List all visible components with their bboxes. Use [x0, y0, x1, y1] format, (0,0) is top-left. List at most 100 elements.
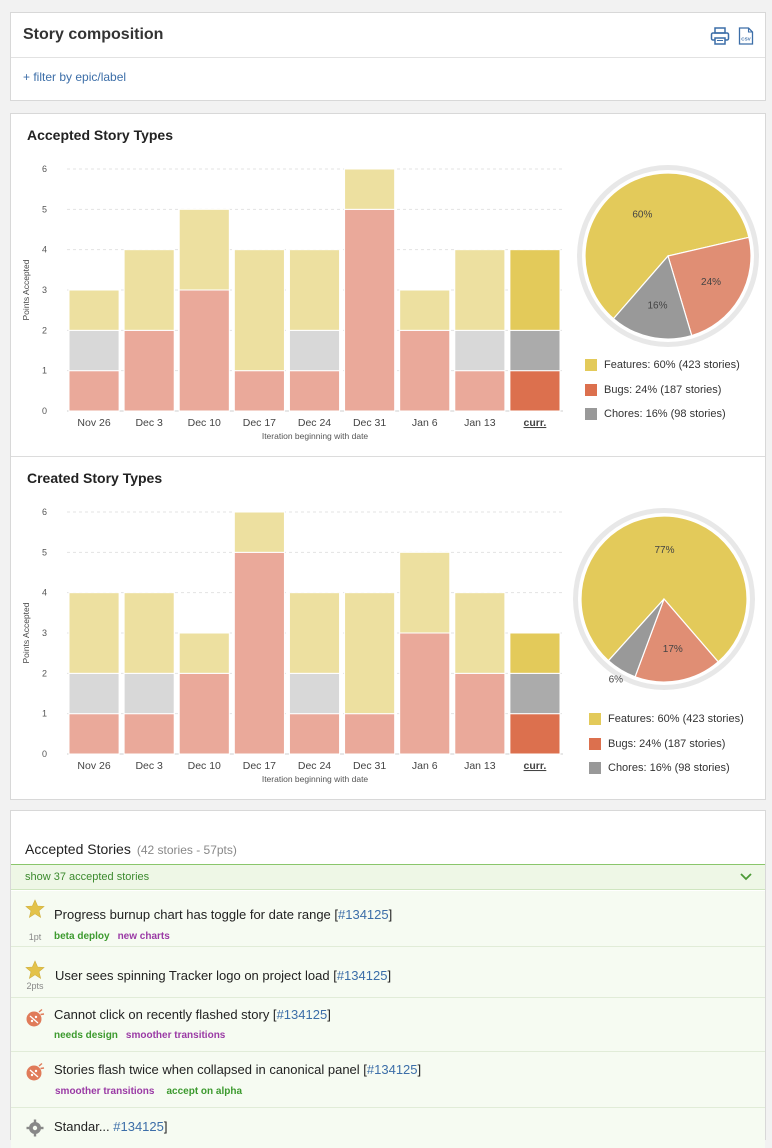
y-tick-label: 5 — [42, 204, 47, 214]
feature-bar-segment — [344, 592, 396, 715]
legend-item-features: Features: 60% (423 stories) — [585, 353, 740, 378]
stories-count: (42 stories - 57pts) — [136, 843, 237, 857]
story-labels: needs design smoother transitions — [54, 1030, 233, 1041]
pie-slice-label: 24% — [701, 277, 721, 288]
label-tag[interactable]: accept on alpha — [166, 1086, 243, 1097]
bug-bar-segment — [454, 672, 506, 755]
legend-label: Features: 60% (423 stories) — [608, 713, 744, 726]
pie-slice-bugs — [667, 236, 752, 337]
x-tick-label: Dec 10 — [188, 417, 221, 429]
x-tick-label: Dec 31 — [353, 760, 386, 772]
x-tick-label: Jan 6 — [412, 417, 438, 429]
bug-icon — [26, 1008, 45, 1027]
y-tick-label: 6 — [42, 164, 47, 174]
legend-item-bugs: Bugs: 24% (187 stories) — [589, 732, 744, 757]
feature-bar-segment — [123, 249, 175, 331]
story-title: Standar... #134125] — [54, 1119, 168, 1134]
show-stories-label: show 37 accepted stories — [25, 871, 150, 883]
feature-bar-segment — [123, 592, 175, 674]
page-title: Story composition — [23, 26, 164, 43]
legend-item-chores: Chores: 16% (98 stories) — [589, 756, 744, 781]
label-tag[interactable]: needs design — [54, 1030, 118, 1041]
accepted-chart-title: Accepted Story Types — [27, 127, 174, 143]
pie-slice-label: 6% — [609, 675, 624, 686]
bug-bar-segment — [344, 208, 396, 412]
accepted-stories-heading: Accepted Stories (42 stories - 57pts) — [25, 841, 237, 857]
features-swatch — [589, 713, 601, 726]
label-tag[interactable]: smoother transitions — [125, 1030, 226, 1041]
stories-title: Accepted Stories — [25, 841, 131, 857]
story-id-link[interactable]: #134125 — [366, 1062, 418, 1077]
feature-bar-segment — [399, 289, 451, 331]
show-accepted-stories-toggle[interactable]: show 37 accepted stories — [11, 864, 765, 890]
x-tick-label: Dec 3 — [135, 760, 163, 772]
x-axis-label: Iteration beginning with date — [262, 431, 369, 441]
filter-by-epic-link[interactable]: + filter by epic/label — [23, 70, 127, 84]
accepted-pie-legend: Features: 60% (423 stories) Bugs: 24% (1… — [585, 353, 740, 427]
story-row[interactable]: 1pt Progress burnup chart has toggle for… — [11, 891, 765, 947]
label-tag[interactable]: new charts — [117, 931, 170, 942]
y-tick-label: 2 — [42, 668, 47, 678]
y-tick-label: 2 — [42, 325, 47, 335]
story-id-link[interactable]: #134125 — [113, 1119, 164, 1134]
accepted-pie-chart: 60% 24% 16% — [577, 165, 759, 347]
star-icon — [25, 960, 45, 979]
story-row[interactable]: 2pts User sees spinning Tracker logo on … — [11, 947, 765, 998]
feature-bar-segment — [454, 592, 506, 674]
y-tick-label: 4 — [42, 245, 47, 255]
story-labels: beta deploy new charts — [54, 931, 178, 942]
y-tick-label: 0 — [42, 406, 47, 416]
feature-bar-segment — [233, 511, 285, 553]
chores-swatch — [585, 408, 597, 421]
bug-bar-segment — [509, 370, 561, 412]
chore-bar-segment — [288, 672, 341, 715]
pie-slice-label: 16% — [647, 301, 667, 312]
feature-bar-segment — [178, 632, 230, 674]
x-tick-label: Dec 17 — [243, 760, 276, 772]
pie-slice-chores — [612, 254, 693, 340]
feature-bar-segment — [178, 208, 230, 291]
pie-slice-label: 17% — [663, 644, 683, 655]
feature-bar-segment — [233, 249, 285, 372]
chore-bar-segment — [509, 329, 561, 372]
csv-icon-text: CSV — [741, 37, 751, 42]
csv-icon[interactable]: CSV — [738, 27, 754, 45]
story-points: 2pts — [26, 981, 44, 991]
x-tick-label: Dec 24 — [298, 760, 331, 772]
story-title: User sees spinning Tracker logo on proje… — [55, 968, 391, 983]
legend-label: Chores: 16% (98 stories) — [608, 762, 730, 775]
story-title-close: ] — [327, 1007, 331, 1022]
y-tick-label: 5 — [42, 547, 47, 557]
story-row[interactable]: Cannot click on recently flashed story [… — [11, 998, 765, 1052]
story-title-text: User sees spinning Tracker logo on proje… — [55, 968, 337, 983]
story-title-close: ] — [387, 968, 392, 983]
chore-bar-segment — [288, 329, 341, 372]
story-points: 1pt — [28, 932, 42, 942]
bugs-swatch — [589, 737, 601, 750]
x-tick-label: Dec 10 — [188, 760, 221, 772]
story-row[interactable]: Stories flash twice when collapsed in ca… — [11, 1052, 765, 1108]
created-pie-chart: 77% 17% 6% — [573, 508, 755, 690]
features-swatch — [585, 359, 597, 372]
story-id-link[interactable]: #134125 — [336, 968, 388, 983]
pie-slice-label: 77% — [655, 545, 675, 556]
star-icon — [25, 899, 45, 918]
printer-icon[interactable] — [710, 27, 730, 45]
feature-bar-segment — [68, 592, 120, 674]
story-id-link[interactable]: #134125 — [276, 1007, 328, 1022]
label-tag[interactable]: smoother transitions — [55, 1086, 155, 1097]
legend-item-chores: Chores: 16% (98 stories) — [585, 402, 740, 427]
pie-slice-bugs — [634, 597, 720, 683]
x-tick-label: Dec 3 — [135, 417, 163, 429]
bug-bar-segment — [68, 713, 120, 755]
y-axis-label: Points Accepted — [21, 602, 31, 663]
legend-item-features: Features: 60% (423 stories) — [589, 707, 744, 732]
story-title-text: Cannot click on recently flashed story [ — [54, 1007, 277, 1022]
bug-bar-segment — [399, 632, 451, 755]
bug-bar-segment — [344, 713, 396, 755]
story-id-link[interactable]: #134125 — [338, 907, 389, 922]
story-row[interactable]: Standar... #134125] — [11, 1108, 765, 1148]
bug-icon — [26, 1062, 45, 1081]
feature-bar-segment — [68, 289, 120, 331]
label-tag[interactable]: beta deploy — [54, 931, 110, 942]
